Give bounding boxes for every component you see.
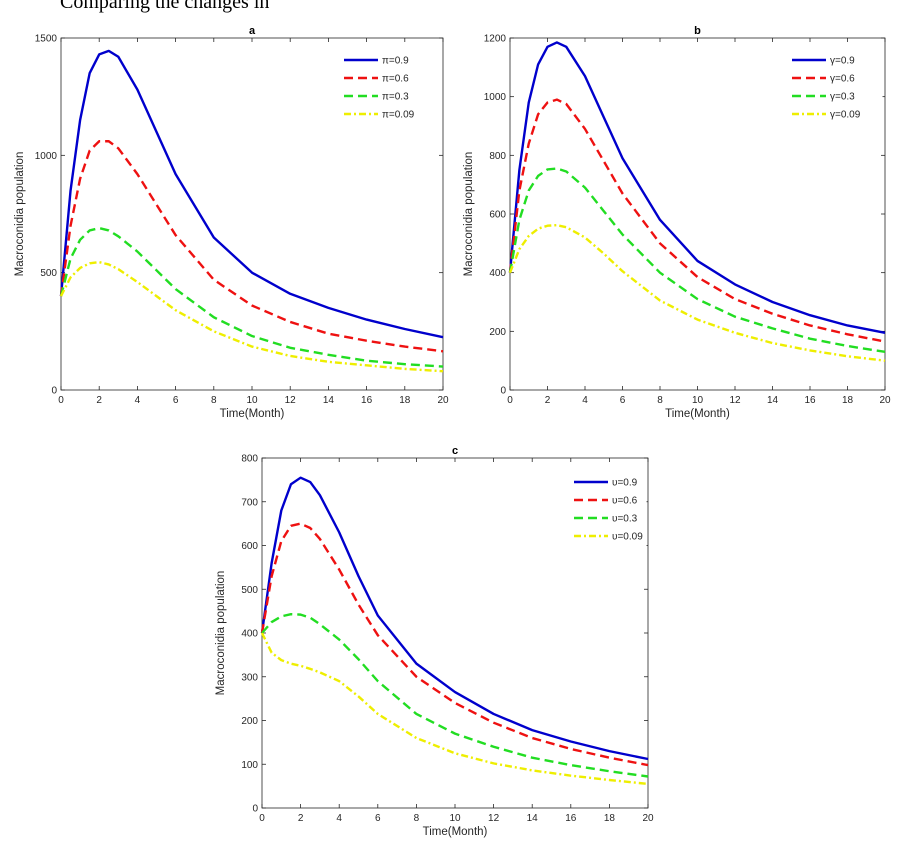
y-tick-label: 100 bbox=[241, 760, 258, 771]
x-tick-label: 12 bbox=[729, 395, 741, 406]
series-line-1 bbox=[508, 41, 886, 334]
x-tick-label: 2 bbox=[96, 395, 102, 406]
x-tick-label: 4 bbox=[336, 813, 342, 824]
x-tick-label: 0 bbox=[58, 395, 64, 406]
legend-label-3: γ=0.3 bbox=[830, 92, 855, 103]
y-tick-label: 600 bbox=[489, 210, 506, 221]
legend-label-1: π=0.9 bbox=[382, 56, 409, 67]
chart-title: a bbox=[249, 25, 256, 37]
series-line-3 bbox=[261, 612, 649, 778]
chart-title: c bbox=[452, 445, 458, 457]
x-tick-label: 10 bbox=[449, 813, 461, 824]
legend-label-4: γ=0.09 bbox=[830, 110, 861, 121]
series-line-1 bbox=[260, 476, 649, 761]
x-tick-label: 4 bbox=[135, 395, 141, 406]
y-axis-label: Macroconidia population bbox=[14, 152, 26, 277]
x-tick-label: 16 bbox=[565, 813, 577, 824]
legend-label-2: υ=0.6 bbox=[612, 496, 638, 507]
x-tick-label: 0 bbox=[259, 813, 265, 824]
legend-label-2: γ=0.6 bbox=[830, 74, 855, 85]
legend-label-4: π=0.09 bbox=[382, 110, 415, 121]
y-tick-label: 800 bbox=[241, 454, 258, 465]
y-tick-label: 200 bbox=[241, 716, 258, 727]
x-tick-label: 20 bbox=[879, 395, 891, 406]
x-tick-label: 20 bbox=[437, 395, 449, 406]
x-tick-label: 14 bbox=[323, 395, 335, 406]
series-line-2 bbox=[59, 140, 444, 353]
legend-label-3: υ=0.3 bbox=[612, 514, 638, 525]
y-axis-label: Macroconidia population bbox=[215, 571, 227, 696]
x-tick-label: 6 bbox=[620, 395, 626, 406]
x-tick-label: 14 bbox=[527, 813, 539, 824]
x-tick-label: 16 bbox=[804, 395, 816, 406]
x-tick-label: 8 bbox=[211, 395, 217, 406]
x-tick-label: 8 bbox=[657, 395, 663, 406]
y-tick-label: 1000 bbox=[35, 151, 58, 162]
legend-label-1: υ=0.9 bbox=[612, 478, 638, 489]
chart-panel-c: c0 2 4 6 8 10 12 14 16 18 200100200300400500600700… bbox=[215, 445, 654, 838]
legend-label-1: γ=0.9 bbox=[830, 56, 855, 67]
y-tick-label: 200 bbox=[489, 327, 506, 338]
y-tick-label: 1000 bbox=[484, 92, 507, 103]
series-line-4 bbox=[260, 632, 649, 786]
y-tick-label: 800 bbox=[489, 151, 506, 162]
y-tick-label: 0 bbox=[51, 386, 57, 397]
x-axis-label: Time(Month) bbox=[423, 826, 488, 838]
legend-label-3: π=0.3 bbox=[382, 92, 409, 103]
legend-label-2: π=0.6 bbox=[382, 74, 409, 85]
x-tick-label: 8 bbox=[414, 813, 420, 824]
y-tick-label: 500 bbox=[40, 268, 57, 279]
legend-box bbox=[337, 47, 441, 129]
y-tick-label: 500 bbox=[241, 585, 258, 596]
y-tick-label: 400 bbox=[489, 268, 506, 279]
series-line-4 bbox=[508, 223, 886, 362]
series-line-3 bbox=[59, 226, 444, 368]
x-tick-label: 18 bbox=[604, 813, 616, 824]
series-line-3 bbox=[508, 167, 886, 354]
x-tick-label: 6 bbox=[173, 395, 179, 406]
x-tick-label: 12 bbox=[285, 395, 297, 406]
x-axis-label: Time(Month) bbox=[220, 408, 285, 420]
x-tick-label: 10 bbox=[246, 395, 258, 406]
chart-panel-b: b0 2 4 6 8 10 12 14 16 18 20020040060080010001200T… bbox=[463, 25, 891, 420]
x-tick-label: 0 bbox=[507, 395, 513, 406]
x-tick-label: 4 bbox=[582, 395, 588, 406]
y-axis-label: Macroconidia population bbox=[463, 152, 475, 277]
y-tick-label: 300 bbox=[241, 672, 258, 683]
series-line-2 bbox=[260, 522, 649, 767]
x-tick-label: 18 bbox=[399, 395, 411, 406]
x-tick-label: 16 bbox=[361, 395, 373, 406]
x-tick-label: 14 bbox=[767, 395, 779, 406]
x-tick-label: 12 bbox=[488, 813, 500, 824]
y-tick-label: 1500 bbox=[35, 34, 58, 45]
y-tick-label: 600 bbox=[241, 541, 258, 552]
chart-panel-a: a 0 2 4 6 8 10 12 14 16 18 20 0 500 1000 1500 Time(Month… bbox=[14, 25, 449, 420]
x-tick-label: 2 bbox=[545, 395, 551, 406]
x-tick-label: 20 bbox=[642, 813, 654, 824]
x-tick-label: 6 bbox=[375, 813, 381, 824]
series-line-2 bbox=[508, 98, 886, 343]
series-line-1 bbox=[59, 49, 444, 339]
y-tick-label: 700 bbox=[241, 497, 258, 508]
x-tick-label: 18 bbox=[842, 395, 854, 406]
x-axis-label: Time(Month) bbox=[665, 408, 730, 420]
x-tick-label: 10 bbox=[692, 395, 704, 406]
cropped-header: Comparing the changes in bbox=[0, 0, 907, 14]
y-tick-label: 0 bbox=[500, 386, 506, 397]
y-tick-label: 0 bbox=[252, 804, 258, 815]
y-tick-label: 400 bbox=[241, 629, 258, 640]
legend-label-4: υ=0.09 bbox=[612, 532, 643, 543]
y-tick-label: 1200 bbox=[484, 34, 507, 45]
chart-title: b bbox=[694, 25, 701, 37]
series-line-4 bbox=[59, 260, 444, 373]
cropped-header-text: Comparing the changes in bbox=[60, 0, 270, 13]
x-tick-label: 2 bbox=[298, 813, 304, 824]
